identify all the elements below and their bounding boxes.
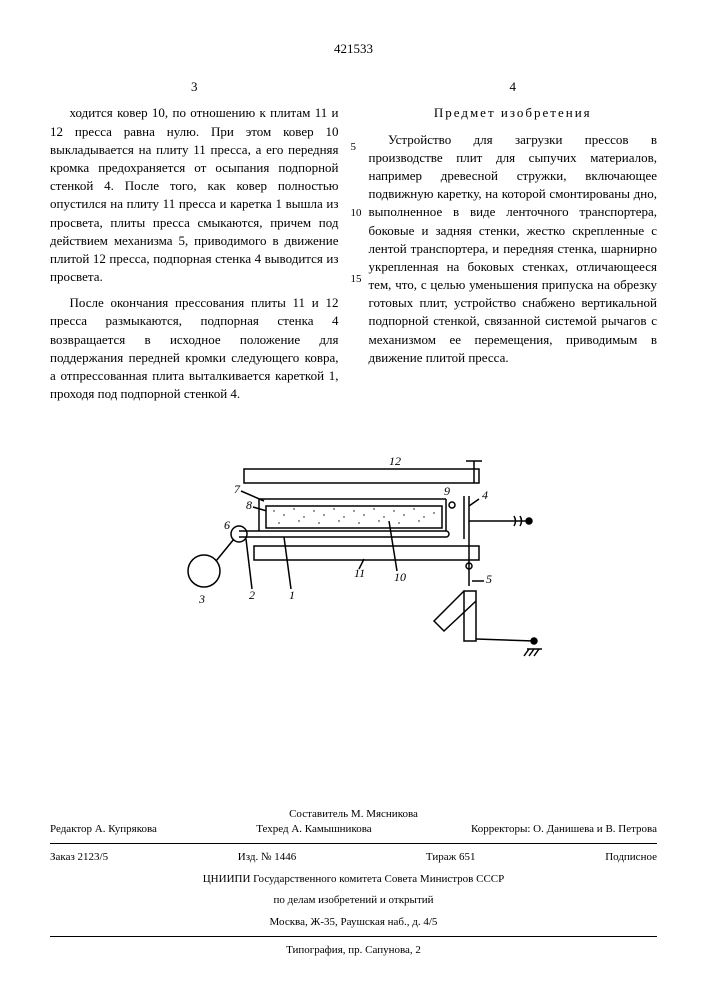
figure-svg: 12 7 8 6 11 10 3 2 (134, 451, 574, 681)
fig-label-8: 8 (246, 498, 252, 512)
footer-rule-1 (50, 843, 657, 844)
typography: Типография, пр. Сапунова, 2 (50, 943, 657, 958)
left-column: 3 ходится ковер 10, по отношению к плита… (50, 78, 339, 411)
izd-number: Изд. № 1446 (238, 850, 296, 865)
line-number-15: 15 (351, 272, 362, 287)
tirage: Тираж 651 (426, 850, 476, 865)
footer-rule-2 (50, 936, 657, 937)
order-number: Заказ 2123/5 (50, 850, 108, 865)
fig-label-1: 1 (289, 588, 295, 602)
subject-title: Предмет изобретения (369, 104, 658, 122)
fig-label-12: 12 (389, 454, 401, 468)
fig-label-2: 2 (249, 588, 255, 602)
address: Москва, Ж-35, Раушская наб., д. 4/5 (50, 915, 657, 930)
correctors: Корректоры: О. Данишева и В. Петрова (471, 822, 657, 837)
fig-label-7: 7 (234, 482, 241, 496)
fig-label-4: 4 (482, 488, 488, 502)
col-number-left: 3 (50, 78, 339, 96)
fig-label-9: 9 (444, 484, 450, 498)
left-p1: ходится ковер 10, по отношению к плитам … (50, 104, 339, 286)
editor: Редактор А. Купрякова (50, 822, 157, 837)
right-p1: Устройство для загрузки прессов в произв… (369, 131, 658, 367)
right-column: 5 10 15 4 Предмет изобретения Устройство… (369, 78, 658, 411)
col-number-right: 4 (369, 78, 658, 96)
line-number-10: 10 (351, 206, 362, 221)
text-columns: 3 ходится ковер 10, по отношению к плита… (50, 78, 657, 411)
techred: Техред А. Камышникова (256, 822, 371, 837)
footer-block: Составитель М. Мясникова Редактор А. Куп… (50, 807, 657, 959)
subscription: Подписное (605, 850, 657, 865)
fig-label-5: 5 (486, 572, 492, 586)
org-line-2: по делам изобретений и открытий (50, 893, 657, 908)
org-line-1: ЦНИИПИ Государственного комитета Совета … (50, 872, 657, 887)
technical-figure: 12 7 8 6 11 10 3 2 (50, 451, 657, 686)
fig-label-10: 10 (394, 570, 406, 584)
left-p2: После окончания прессования плиты 11 и 1… (50, 294, 339, 403)
patent-number: 421533 (50, 40, 657, 58)
line-number-5: 5 (351, 140, 357, 155)
fig-label-6: 6 (224, 518, 230, 532)
fig-label-3: 3 (198, 592, 205, 606)
compiler: Составитель М. Мясникова (50, 807, 657, 822)
